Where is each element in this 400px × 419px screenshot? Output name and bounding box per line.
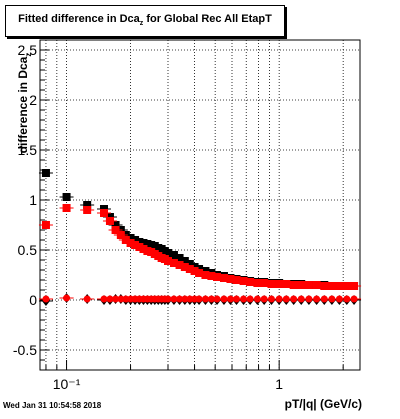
data-point xyxy=(180,257,189,265)
data-point xyxy=(164,257,172,265)
data-point xyxy=(131,241,140,249)
data-point xyxy=(169,259,178,267)
y-tick-label: -0.5 xyxy=(13,342,37,358)
y-axis-label-box: difference in Dcaz xyxy=(4,30,33,180)
y-tick-label: 1 xyxy=(29,192,37,208)
data-point xyxy=(275,295,283,303)
data-point xyxy=(320,295,328,303)
data-point xyxy=(180,263,189,271)
data-point xyxy=(305,295,313,303)
chart-title-box: Fitted difference in Dcaz for Global Rec… xyxy=(5,5,285,37)
data-point xyxy=(239,277,248,285)
data-point xyxy=(312,281,321,289)
data-point xyxy=(267,295,275,303)
y-tick-label: 2.5 xyxy=(18,42,38,58)
data-point xyxy=(126,239,135,247)
data-point xyxy=(185,260,194,268)
data-point xyxy=(350,282,359,290)
data-point xyxy=(327,282,336,290)
y-tick-label: 0 xyxy=(29,292,37,308)
x-tick-labels: 10⁻¹ 1 xyxy=(53,376,284,392)
data-point xyxy=(83,206,92,214)
data-point xyxy=(121,236,130,244)
x-tick-label: 1 xyxy=(275,376,283,392)
data-point xyxy=(289,281,298,289)
data-point xyxy=(282,295,290,303)
data-point xyxy=(111,226,120,234)
y-tick-labels: -0.5 0 0.5 1 1.5 2 2.5 xyxy=(13,42,37,358)
data-point xyxy=(195,269,204,277)
data-point xyxy=(335,282,344,290)
data-point xyxy=(212,273,221,281)
data-point xyxy=(320,282,329,290)
data-point xyxy=(100,209,108,217)
x-axis-label: pT/|q| (GeV/c) xyxy=(284,397,362,411)
y-axis-label-subscript: z xyxy=(24,52,33,57)
data-point xyxy=(246,295,254,303)
data-point xyxy=(175,254,184,262)
data-point xyxy=(131,236,140,244)
data-point xyxy=(135,243,144,251)
data-point xyxy=(62,193,71,201)
chart-title-suffix: for Global Rec All EtapT xyxy=(143,13,272,25)
data-point xyxy=(260,279,269,287)
y-tick-label: 1.5 xyxy=(18,142,38,158)
data-point xyxy=(328,295,336,303)
y-tick-label: 2 xyxy=(29,92,37,108)
data-point xyxy=(42,295,50,303)
data-point xyxy=(342,282,351,290)
chart-title-main: Fitted difference in Dca xyxy=(18,13,140,25)
data-point xyxy=(185,265,194,273)
data-point xyxy=(267,280,276,288)
data-point xyxy=(62,204,71,212)
data-point xyxy=(116,231,125,239)
data-point xyxy=(83,295,91,303)
data-point xyxy=(201,271,210,279)
data-point xyxy=(226,275,235,283)
chart-title: Fitted difference in Dcaz for Global Rec… xyxy=(6,13,284,27)
data-point xyxy=(297,295,305,303)
data-point xyxy=(275,280,284,288)
data-point xyxy=(219,274,228,282)
data-point xyxy=(190,267,199,275)
data-point xyxy=(63,294,71,302)
data-point xyxy=(297,281,306,289)
data-point xyxy=(207,272,216,280)
data-point xyxy=(135,238,144,246)
y-axis-label-text: difference in Dca xyxy=(16,56,30,154)
data-point xyxy=(169,251,178,259)
timestamp: Wed Jan 31 10:54:58 2018 xyxy=(3,401,102,410)
data-point xyxy=(41,221,50,229)
axis-ticks xyxy=(40,39,344,371)
data-point xyxy=(313,295,321,303)
data-point xyxy=(175,261,184,269)
chart-title-subscript: z xyxy=(139,20,144,27)
data-point xyxy=(290,295,298,303)
data-point xyxy=(246,278,255,286)
data-point xyxy=(233,295,241,303)
data-point xyxy=(282,280,291,288)
data-point xyxy=(350,295,358,303)
data-point xyxy=(343,295,351,303)
data-point xyxy=(335,295,343,303)
data-point xyxy=(105,217,114,225)
data-point xyxy=(111,221,120,229)
data-point xyxy=(41,169,50,177)
data-point xyxy=(126,234,135,242)
x-tick-label: 10⁻¹ xyxy=(53,376,81,392)
data-point xyxy=(164,249,172,257)
data-point xyxy=(304,281,313,289)
y-axis-label: difference in Dcaz xyxy=(16,28,33,178)
y-tick-label: 0.5 xyxy=(18,242,38,258)
data-point xyxy=(83,201,92,209)
data-point xyxy=(232,276,241,284)
data-points xyxy=(38,169,362,306)
data-point xyxy=(260,295,268,303)
